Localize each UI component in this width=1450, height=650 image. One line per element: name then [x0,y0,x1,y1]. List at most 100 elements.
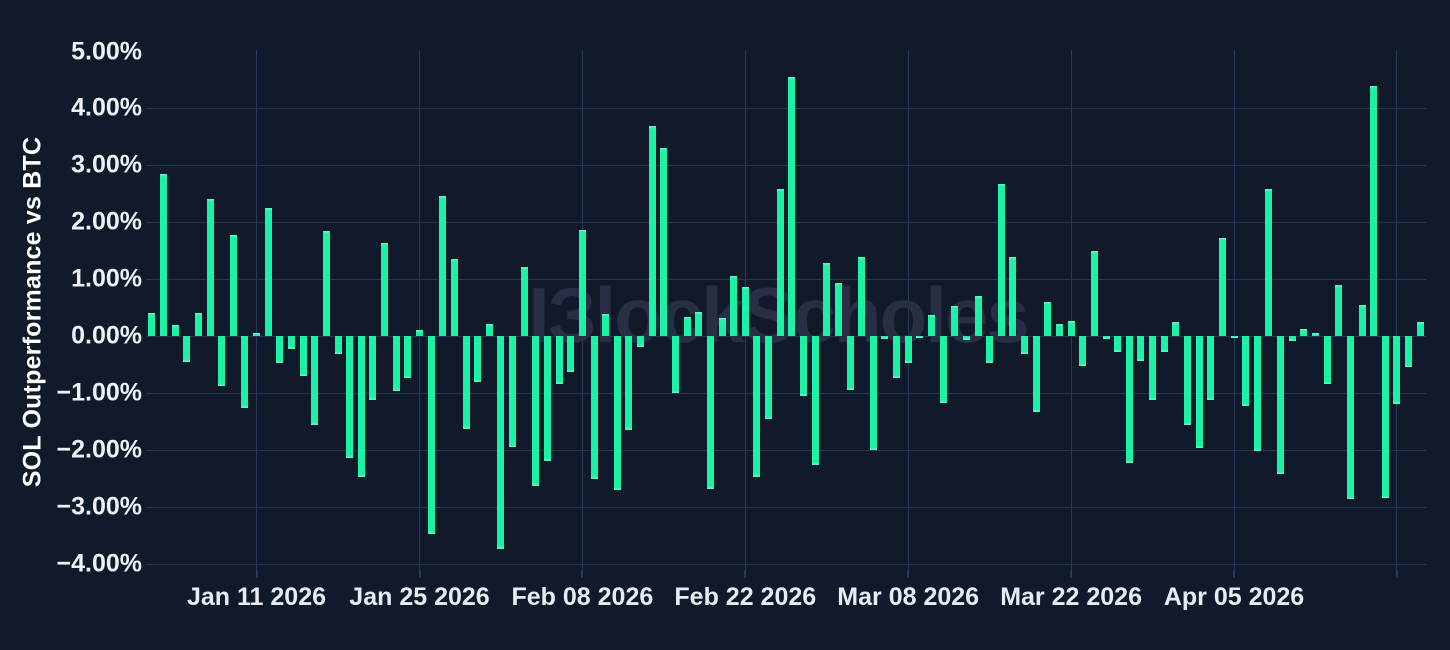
bar[interactable] [1184,336,1191,426]
bar[interactable] [1242,336,1250,406]
bar[interactable] [253,333,260,336]
bar[interactable] [962,336,970,340]
bar[interactable] [613,336,621,491]
bar[interactable] [753,336,761,478]
bar[interactable] [706,336,714,489]
bar[interactable] [1335,284,1343,336]
bar[interactable] [416,329,423,336]
bar[interactable] [160,174,167,336]
bar[interactable] [171,324,179,336]
bar[interactable] [1160,336,1168,352]
bar[interactable] [765,336,772,420]
bar[interactable] [474,336,482,383]
bar[interactable] [485,324,493,336]
bar[interactable] [276,336,284,364]
bar[interactable] [555,336,563,384]
bar[interactable] [1265,189,1273,336]
bar[interactable] [1067,321,1075,336]
bar[interactable] [974,295,982,336]
bar[interactable] [229,234,237,336]
bar[interactable] [1312,333,1319,336]
bar[interactable] [264,208,272,336]
bar[interactable] [881,336,889,339]
bar[interactable] [509,336,516,447]
bar[interactable] [811,336,819,466]
bar[interactable] [450,258,458,336]
bar[interactable] [893,336,900,379]
bar[interactable] [904,336,912,364]
bar[interactable] [648,125,656,336]
bar[interactable] [1323,336,1331,384]
bar[interactable] [1253,336,1261,451]
bar[interactable] [148,312,156,336]
bar[interactable] [1009,256,1017,336]
bar[interactable] [672,336,679,393]
bar[interactable] [334,336,342,354]
bar[interactable] [1021,336,1028,355]
bar[interactable] [788,77,796,336]
bar[interactable] [1207,336,1215,400]
bar[interactable] [1381,336,1389,498]
bar[interactable] [1125,336,1133,463]
bar[interactable] [1102,336,1110,339]
bar[interactable] [730,276,738,336]
bar[interactable] [846,336,854,391]
bar[interactable] [322,230,330,336]
bar[interactable] [683,316,691,336]
bar[interactable] [1218,238,1226,336]
bar[interactable] [834,282,842,336]
bar[interactable] [462,336,470,429]
bar[interactable] [590,336,598,480]
bar[interactable] [997,184,1005,336]
bar[interactable] [858,256,866,336]
bar[interactable] [1079,336,1087,366]
bar[interactable] [1277,336,1284,475]
bar[interactable] [299,336,307,377]
bar[interactable] [741,286,749,336]
bar[interactable] [800,336,807,396]
bar[interactable] [520,267,528,336]
bar[interactable] [718,317,726,336]
bar[interactable] [1090,251,1098,336]
bar[interactable] [1358,305,1366,336]
bar[interactable] [1032,336,1040,413]
bar[interactable] [916,336,924,339]
bar[interactable] [392,336,400,392]
bar[interactable] [439,196,447,336]
bar[interactable] [1137,336,1145,361]
bar[interactable] [369,336,377,401]
bar[interactable] [695,312,703,336]
bar[interactable] [1114,336,1122,352]
bar[interactable] [602,313,610,336]
bar[interactable] [1288,336,1296,342]
bar[interactable] [206,199,214,336]
bar[interactable] [660,147,668,336]
bar[interactable] [1056,323,1063,336]
bar[interactable] [544,336,551,462]
bar[interactable] [1149,336,1156,401]
bar[interactable] [194,312,202,336]
bar[interactable] [1230,336,1238,339]
bar[interactable] [532,336,540,486]
bar[interactable] [567,336,575,373]
bar[interactable] [951,306,959,336]
bar[interactable] [1416,322,1424,336]
bar[interactable] [1300,329,1308,336]
bar[interactable] [497,336,505,550]
bar[interactable] [776,189,784,336]
bar[interactable] [823,262,831,336]
bar[interactable] [637,336,644,347]
bar[interactable] [1172,322,1180,336]
bar[interactable] [986,336,994,364]
bar[interactable] [427,336,435,534]
bar[interactable] [869,336,877,450]
bar[interactable] [1195,336,1203,448]
bar[interactable] [241,336,249,408]
bar[interactable] [1346,336,1354,500]
bar[interactable] [381,243,388,336]
bar[interactable] [1393,336,1401,405]
bar[interactable] [1044,301,1052,336]
bar[interactable] [288,336,295,349]
bar[interactable] [1370,86,1378,336]
bar[interactable] [939,336,947,403]
